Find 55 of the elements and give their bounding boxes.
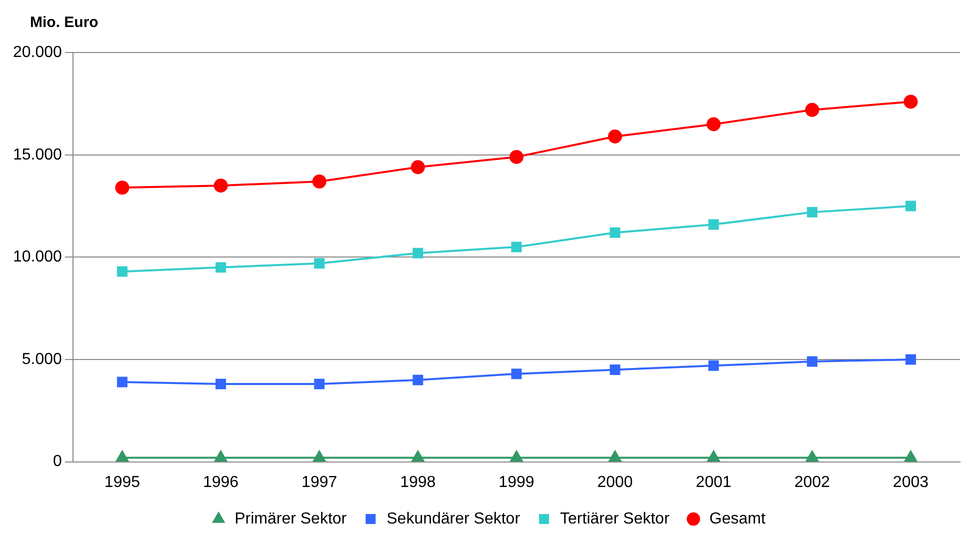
point <box>412 248 424 258</box>
x-tick-label: 1997 <box>302 474 338 491</box>
point <box>707 450 720 462</box>
x-tick-label: 2002 <box>794 474 830 491</box>
point <box>806 450 818 462</box>
x-tick-label: 1999 <box>498 474 534 491</box>
legend-label: Gesamt <box>709 510 766 528</box>
x-tick-label: 1996 <box>202 474 239 491</box>
legend-label: Tertiärer Sektor <box>560 510 670 528</box>
point <box>905 354 916 365</box>
point <box>511 242 522 252</box>
point <box>905 200 916 212</box>
point <box>412 374 424 386</box>
legend-label: Primärer Sektor <box>234 510 348 528</box>
x-tick-label: 2001 <box>696 474 732 491</box>
y-tick-label: 0 <box>53 453 62 470</box>
point <box>708 360 719 371</box>
point <box>216 262 226 273</box>
point <box>806 356 818 367</box>
point <box>313 450 326 462</box>
point <box>314 378 325 390</box>
point <box>511 368 522 380</box>
point <box>610 227 620 238</box>
point <box>216 378 226 390</box>
point <box>510 450 523 462</box>
point <box>706 117 721 132</box>
point <box>410 160 425 174</box>
point <box>116 266 128 277</box>
point <box>214 178 228 193</box>
point <box>708 219 719 230</box>
point <box>116 450 128 462</box>
y-tick-label: 20.000 <box>13 44 62 62</box>
point <box>608 129 622 144</box>
x-tick-label: 2000 <box>597 474 633 491</box>
y-tick-label: 15.000 <box>13 146 62 164</box>
x-tick-label: 1998 <box>400 474 436 491</box>
point <box>904 94 918 109</box>
x-tick-label: 1995 <box>104 474 140 491</box>
y-tick-label: 10.000 <box>13 248 62 266</box>
point <box>312 174 326 188</box>
point <box>509 150 524 164</box>
point <box>115 180 130 195</box>
point <box>412 450 424 462</box>
y-axis-title: Mio. Euro <box>30 14 98 31</box>
point <box>806 206 818 218</box>
y-tick-label: 5.000 <box>22 350 62 368</box>
point <box>116 376 128 388</box>
point <box>610 364 620 375</box>
point <box>314 258 325 269</box>
legend-label: Sekundärer Sektor <box>386 510 521 528</box>
point <box>214 450 227 462</box>
point <box>904 450 917 462</box>
point <box>608 450 622 462</box>
point <box>805 102 820 117</box>
x-tick-label: 2003 <box>892 474 929 491</box>
